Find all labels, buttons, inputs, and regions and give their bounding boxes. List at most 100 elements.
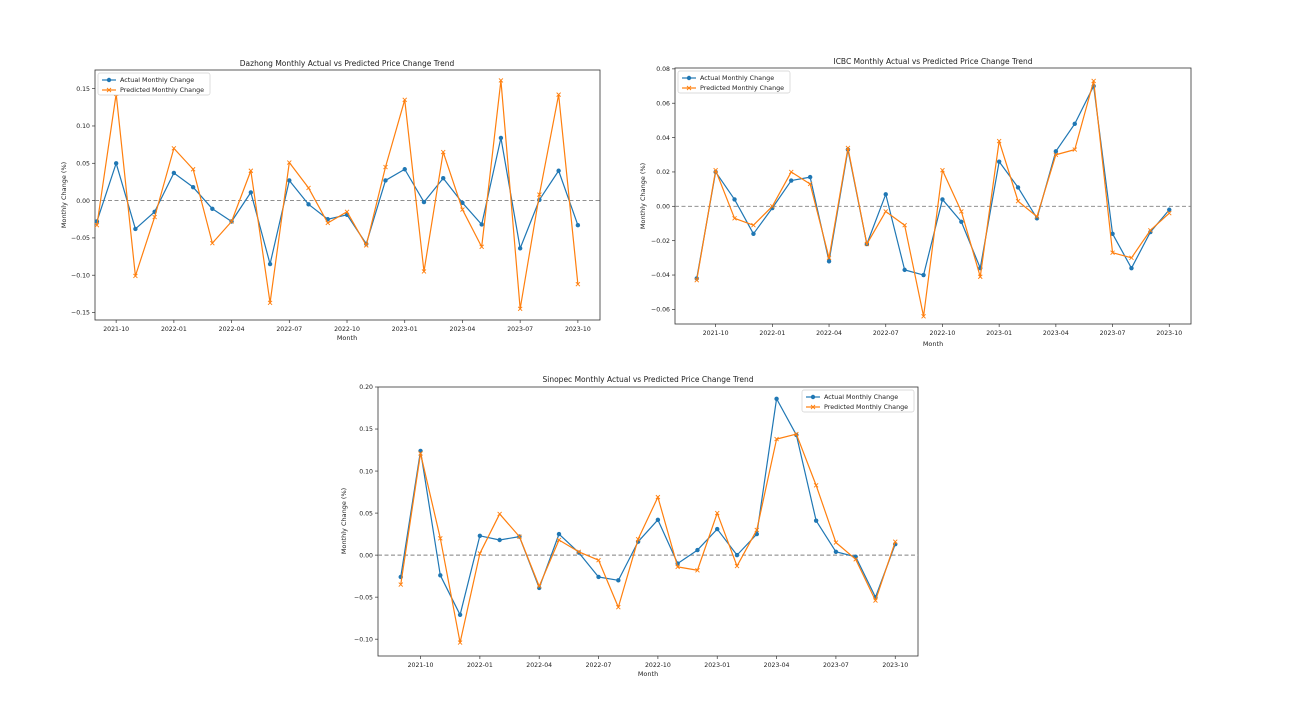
actual-data-point <box>1015 185 1021 190</box>
predicted-data-point <box>418 451 423 456</box>
actual-data-point <box>113 161 119 166</box>
actual-data-point <box>267 261 273 267</box>
chart-title: Sinopec Monthly Actual vs Predicted Pric… <box>543 375 754 384</box>
predicted-data-point <box>695 567 700 573</box>
predicted-data-point <box>133 273 138 279</box>
predicted-data-point <box>498 78 504 83</box>
actual-data-point <box>695 547 700 553</box>
actual-data-point <box>497 537 502 543</box>
actual-data-point <box>248 190 254 195</box>
legend-marker <box>106 87 112 93</box>
actual-data-point <box>996 159 1002 164</box>
x-axis-label: Month <box>638 670 658 678</box>
actual-data-point <box>655 517 661 523</box>
predicted-data-point <box>248 168 254 174</box>
actual-data-point <box>813 518 819 523</box>
chart-icbc: ICBC Monthly Actual vs Predicted Price C… <box>639 57 1192 348</box>
x-tick-label: 2021-10 <box>703 330 729 337</box>
actual-data-point <box>402 167 407 172</box>
actual-data-point <box>940 197 945 202</box>
y-tick-label: −0.04 <box>651 272 670 279</box>
y-tick-label: 0.00 <box>359 552 373 559</box>
y-tick-label: 0.04 <box>656 135 670 142</box>
y-tick-label: 0.08 <box>656 66 670 73</box>
predicted-data-point <box>306 185 311 191</box>
legend-label: Actual Monthly Change <box>824 393 898 401</box>
predicted-data-point <box>734 563 740 569</box>
y-axis-label: Monthly Change (%) <box>639 163 647 229</box>
x-axis-label: Month <box>923 340 943 348</box>
predicted-data-point <box>754 527 760 533</box>
predicted-series-line <box>400 433 896 644</box>
actual-data-point <box>190 184 196 190</box>
predicted-data-point <box>576 549 582 555</box>
y-tick-label: 0.20 <box>359 384 373 391</box>
predicted-data-point <box>883 209 889 214</box>
predicted-data-point <box>477 551 483 556</box>
x-tick-label: 2022-04 <box>526 662 552 669</box>
legend-marker <box>810 404 816 410</box>
y-tick-label: −0.02 <box>651 238 670 245</box>
legend: Actual Monthly Change Predicted Monthly C… <box>801 389 915 413</box>
chart-sinopec: Sinopec Monthly Actual vs Predicted Pric… <box>340 375 919 678</box>
predicted-data-point <box>517 534 522 539</box>
y-tick-label: 0.06 <box>656 100 670 107</box>
predicted-data-point <box>902 222 907 228</box>
predicted-data-point <box>826 255 832 261</box>
y-tick-label: −0.10 <box>71 272 90 279</box>
x-tick-label: 2021-10 <box>408 662 434 669</box>
actual-data-point <box>383 178 388 183</box>
predicted-data-point <box>788 169 794 175</box>
actual-data-point <box>751 231 756 236</box>
actual-data-point <box>479 222 484 227</box>
y-tick-label: −0.10 <box>354 636 373 643</box>
chart-dazhong: Dazhong Monthly Actual vs Predicted Pric… <box>60 59 601 342</box>
x-tick-label: 2023-01 <box>704 662 730 669</box>
legend-box <box>801 389 915 413</box>
predicted-data-point <box>402 97 408 103</box>
legend-marker <box>686 75 692 81</box>
x-tick-label: 2022-04 <box>219 326 245 333</box>
predicted-data-point <box>210 240 215 246</box>
x-tick-label: 2022-01 <box>161 326 187 333</box>
x-tick-label: 2023-10 <box>882 662 908 669</box>
predicted-data-point <box>421 269 427 274</box>
predicted-data-point <box>959 209 964 214</box>
x-tick-label: 2021-10 <box>103 326 129 333</box>
predicted-data-point <box>94 222 100 228</box>
predicted-data-point <box>497 511 502 517</box>
y-tick-label: 0.05 <box>76 160 90 167</box>
predicted-data-point <box>1166 210 1172 216</box>
predicted-series-line <box>96 79 579 310</box>
predicted-data-point <box>596 557 601 563</box>
predicted-data-point <box>1148 228 1153 233</box>
x-tick-label: 2022-01 <box>467 662 493 669</box>
predicted-data-point <box>457 640 463 645</box>
predicted-data-point <box>363 243 369 248</box>
y-tick-label: −0.05 <box>354 594 373 601</box>
predicted-data-point <box>398 582 404 587</box>
x-tick-label: 2023-10 <box>565 326 591 333</box>
predicted-data-point <box>996 138 1002 144</box>
actual-data-point <box>133 226 138 232</box>
y-tick-label: −0.05 <box>71 235 90 242</box>
plot-frame <box>377 386 919 657</box>
actual-data-point <box>171 170 177 176</box>
x-tick-label: 2023-04 <box>764 662 790 669</box>
actual-data-point <box>883 192 888 197</box>
x-tick-label: 2023-10 <box>1156 330 1182 337</box>
predicted-data-point <box>1091 78 1096 84</box>
actual-data-point <box>789 178 794 183</box>
plot-frame <box>94 69 601 321</box>
predicted-data-point <box>713 167 718 173</box>
predicted-data-point <box>940 167 945 173</box>
actual-data-point <box>460 200 465 206</box>
predicted-data-point <box>833 540 839 545</box>
legend: Actual Monthly Change Predicted Monthly C… <box>677 70 791 94</box>
x-tick-label: 2022-04 <box>816 330 842 337</box>
actual-data-point <box>616 578 621 583</box>
predicted-data-point <box>517 306 523 312</box>
predicted-data-point <box>171 146 177 151</box>
actual-data-point <box>921 272 926 278</box>
y-tick-label: 0.02 <box>656 169 670 176</box>
